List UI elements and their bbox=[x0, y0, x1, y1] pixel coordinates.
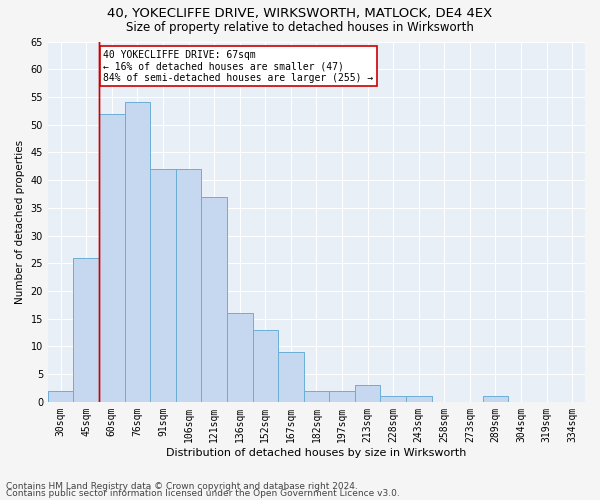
Bar bbox=[150, 169, 176, 402]
Text: Size of property relative to detached houses in Wirksworth: Size of property relative to detached ho… bbox=[126, 21, 474, 34]
Bar bbox=[202, 196, 227, 402]
Bar bbox=[380, 396, 406, 402]
Bar bbox=[176, 169, 202, 402]
Bar bbox=[329, 390, 355, 402]
X-axis label: Distribution of detached houses by size in Wirksworth: Distribution of detached houses by size … bbox=[166, 448, 467, 458]
Bar bbox=[99, 114, 125, 402]
Bar bbox=[406, 396, 431, 402]
Bar bbox=[125, 102, 150, 402]
Bar bbox=[482, 396, 508, 402]
Bar bbox=[48, 390, 73, 402]
Bar bbox=[304, 390, 329, 402]
Bar bbox=[278, 352, 304, 402]
Y-axis label: Number of detached properties: Number of detached properties bbox=[15, 140, 25, 304]
Text: 40 YOKECLIFFE DRIVE: 67sqm
← 16% of detached houses are smaller (47)
84% of semi: 40 YOKECLIFFE DRIVE: 67sqm ← 16% of deta… bbox=[103, 50, 373, 83]
Text: 40, YOKECLIFFE DRIVE, WIRKSWORTH, MATLOCK, DE4 4EX: 40, YOKECLIFFE DRIVE, WIRKSWORTH, MATLOC… bbox=[107, 8, 493, 20]
Bar bbox=[253, 330, 278, 402]
Bar bbox=[355, 385, 380, 402]
Text: Contains public sector information licensed under the Open Government Licence v3: Contains public sector information licen… bbox=[6, 489, 400, 498]
Bar bbox=[73, 258, 99, 402]
Text: Contains HM Land Registry data © Crown copyright and database right 2024.: Contains HM Land Registry data © Crown c… bbox=[6, 482, 358, 491]
Bar bbox=[227, 313, 253, 402]
